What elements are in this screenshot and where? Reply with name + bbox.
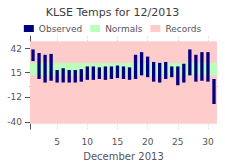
svg-text:-12: -12: [7, 92, 22, 102]
svg-text:5: 5: [54, 137, 60, 147]
svg-text:Records: Records: [165, 24, 201, 34]
svg-text:Observed: Observed: [39, 24, 82, 34]
svg-text:-40: -40: [7, 117, 22, 127]
svg-text:25: 25: [172, 137, 183, 147]
svg-text:10: 10: [82, 137, 94, 147]
svg-text:15: 15: [112, 137, 123, 147]
svg-text:Normals: Normals: [105, 24, 143, 34]
svg-text:20: 20: [142, 137, 154, 147]
svg-text:30: 30: [202, 137, 214, 147]
svg-text:December 2013: December 2013: [83, 151, 163, 162]
svg-text:15: 15: [11, 68, 22, 78]
svg-text:KLSE Temps for 12/2013: KLSE Temps for 12/2013: [46, 6, 180, 19]
svg-text:42: 42: [11, 44, 22, 54]
